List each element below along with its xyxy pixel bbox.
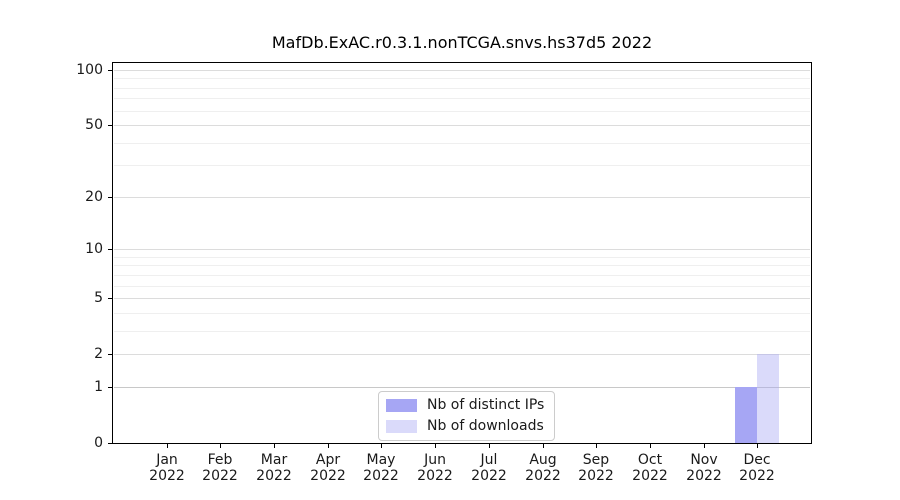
legend-label-downloads: Nb of downloads bbox=[427, 418, 544, 434]
legend-label-distinct-ips: Nb of distinct IPs bbox=[427, 397, 545, 413]
x-tick-year: 2022 bbox=[256, 468, 292, 484]
gridline-major bbox=[114, 197, 810, 198]
x-tick-year: 2022 bbox=[525, 468, 561, 484]
x-tick-year: 2022 bbox=[632, 468, 668, 484]
x-tick-year: 2022 bbox=[202, 468, 238, 484]
gridline-minor bbox=[114, 165, 810, 166]
x-tick-year: 2022 bbox=[578, 468, 614, 484]
x-tick-mark bbox=[274, 444, 275, 448]
x-tick-mark bbox=[328, 444, 329, 448]
gridline-minor bbox=[114, 98, 810, 99]
x-tick-mark bbox=[489, 444, 490, 448]
gridline-minor bbox=[114, 286, 810, 287]
bar-distinct-ips bbox=[735, 387, 757, 443]
x-tick-month: Aug bbox=[529, 452, 557, 468]
x-tick-year: 2022 bbox=[149, 468, 185, 484]
y-tick-label: 2 bbox=[94, 346, 103, 362]
gridline-major bbox=[114, 354, 810, 355]
y-tick-mark bbox=[108, 249, 113, 250]
gridline-minor bbox=[114, 111, 810, 112]
y-tick-label: 10 bbox=[85, 241, 103, 257]
y-tick-label: 50 bbox=[85, 117, 103, 133]
legend-item-distinct-ips: Nb of distinct IPs bbox=[386, 397, 544, 413]
x-tick-label: Jul 2022 bbox=[457, 452, 521, 484]
gridline-minor bbox=[114, 265, 810, 266]
y-tick-mark bbox=[108, 443, 113, 444]
gridline-minor bbox=[114, 313, 810, 314]
legend: Nb of distinct IPs Nb of downloads bbox=[378, 391, 556, 441]
x-tick-mark bbox=[757, 444, 758, 448]
x-tick-month: Nov bbox=[690, 452, 718, 468]
x-tick-year: 2022 bbox=[310, 468, 346, 484]
y-tick-mark bbox=[108, 70, 113, 71]
x-tick-label: Nov 2022 bbox=[672, 452, 736, 484]
x-tick-mark bbox=[435, 444, 436, 448]
x-tick-mark bbox=[596, 444, 597, 448]
gridline-major bbox=[114, 249, 810, 250]
gridline-minor bbox=[114, 78, 810, 79]
x-tick-label: Aug 2022 bbox=[511, 452, 575, 484]
y-tick-label: 20 bbox=[85, 189, 103, 205]
y-tick-mark bbox=[108, 197, 113, 198]
x-tick-month: Feb bbox=[207, 452, 233, 468]
gridline-major bbox=[114, 387, 810, 388]
x-tick-month: Jan bbox=[156, 452, 178, 468]
gridline-major bbox=[114, 298, 810, 299]
y-tick-mark bbox=[108, 125, 113, 126]
x-tick-year: 2022 bbox=[417, 468, 453, 484]
x-tick-label: Jan 2022 bbox=[135, 452, 199, 484]
gridline-minor bbox=[114, 257, 810, 258]
x-tick-mark bbox=[381, 444, 382, 448]
x-tick-month: Mar bbox=[260, 452, 288, 468]
x-tick-month: Jun bbox=[424, 452, 446, 468]
y-tick-mark bbox=[108, 354, 113, 355]
y-tick-mark bbox=[108, 298, 113, 299]
y-tick-label: 0 bbox=[94, 435, 103, 451]
x-tick-month: May bbox=[366, 452, 396, 468]
gridline-major bbox=[114, 70, 810, 71]
x-tick-mark bbox=[220, 444, 221, 448]
x-tick-label: Dec 2022 bbox=[725, 452, 789, 484]
x-tick-month: Apr bbox=[315, 452, 341, 468]
bar-downloads bbox=[757, 354, 779, 443]
x-tick-mark bbox=[167, 444, 168, 448]
x-tick-label: Oct 2022 bbox=[618, 452, 682, 484]
x-tick-label: Apr 2022 bbox=[296, 452, 360, 484]
y-tick-label: 5 bbox=[94, 290, 103, 306]
y-tick-label: 100 bbox=[76, 62, 103, 78]
x-tick-mark bbox=[704, 444, 705, 448]
chart-title: MafDb.ExAC.r0.3.1.nonTCGA.snvs.hs37d5 20… bbox=[271, 33, 653, 52]
x-tick-year: 2022 bbox=[686, 468, 722, 484]
legend-swatch-downloads bbox=[386, 419, 417, 433]
x-tick-year: 2022 bbox=[739, 468, 775, 484]
x-tick-year: 2022 bbox=[363, 468, 399, 484]
x-tick-label: May 2022 bbox=[349, 452, 413, 484]
x-tick-label: Sep 2022 bbox=[564, 452, 628, 484]
gridline-minor bbox=[114, 331, 810, 332]
x-tick-month: Oct bbox=[637, 452, 663, 468]
x-tick-mark bbox=[650, 444, 651, 448]
x-tick-month: Jul bbox=[480, 452, 498, 468]
gridline-minor bbox=[114, 88, 810, 89]
x-tick-label: Jun 2022 bbox=[403, 452, 467, 484]
x-tick-mark bbox=[543, 444, 544, 448]
gridline-minor bbox=[114, 275, 810, 276]
x-tick-label: Mar 2022 bbox=[242, 452, 306, 484]
legend-swatch-distinct-ips bbox=[386, 398, 417, 412]
gridline-minor bbox=[114, 143, 810, 144]
x-tick-month: Sep bbox=[582, 452, 610, 468]
gridline-major bbox=[114, 125, 810, 126]
y-tick-label: 1 bbox=[94, 379, 103, 395]
x-tick-label: Feb 2022 bbox=[188, 452, 252, 484]
legend-item-downloads: Nb of downloads bbox=[386, 418, 544, 434]
x-tick-year: 2022 bbox=[471, 468, 507, 484]
x-tick-month: Dec bbox=[743, 452, 771, 468]
y-tick-mark bbox=[108, 387, 113, 388]
